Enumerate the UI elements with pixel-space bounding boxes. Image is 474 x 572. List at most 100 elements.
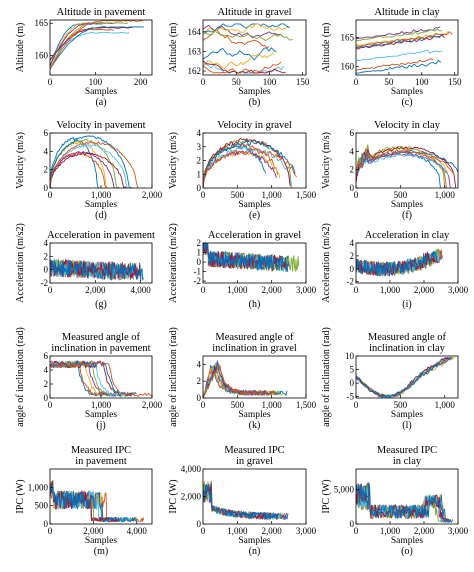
x-tick-label: 100 bbox=[89, 77, 103, 87]
panel-label: (j) bbox=[96, 420, 105, 431]
panel-label: (b) bbox=[249, 97, 261, 108]
panel-label: (m) bbox=[94, 546, 108, 557]
axes-frame bbox=[355, 468, 459, 525]
x-tick-label: 4,000 bbox=[131, 285, 152, 295]
panel-label: (h) bbox=[249, 299, 261, 310]
series-line bbox=[203, 365, 284, 398]
series-line bbox=[356, 482, 454, 523]
x-tick-label: 0 bbox=[354, 77, 359, 87]
y-tick-label: 4 bbox=[350, 238, 355, 248]
series-line bbox=[203, 63, 285, 74]
series-line bbox=[50, 259, 144, 281]
series-line bbox=[50, 144, 129, 188]
y-tick-label: 160 bbox=[341, 61, 355, 71]
y-tick-label: 4 bbox=[44, 365, 49, 375]
y-axis-label: IPC (W) bbox=[321, 479, 332, 513]
panel-a: 0 100 200 160 165 Altitude in pavement Altitud… bbox=[15, 7, 153, 108]
x-tick-label: 100 bbox=[415, 77, 429, 87]
y-axis-label: Acceleration (m/s2) bbox=[15, 223, 26, 303]
panel-label: (o) bbox=[401, 546, 413, 557]
panel-title: Measured IPC bbox=[377, 445, 437, 456]
panel-title: inclination in clay bbox=[369, 343, 446, 354]
series-line bbox=[203, 61, 282, 74]
series-group bbox=[50, 258, 144, 281]
x-tick-label: 1,000 bbox=[262, 190, 283, 200]
panel-c: 0 50 100 150 160 165 Altitude in clay Altitude … bbox=[321, 7, 462, 108]
y-axis-label: Velocity (m/s) bbox=[15, 132, 26, 189]
x-tick-label: 0 bbox=[354, 400, 359, 410]
panel-d: 0 1,000 2,000 0 2 4 6 Velocity in pavement Veloc… bbox=[15, 120, 163, 221]
series-line bbox=[356, 251, 438, 277]
panel-title: Altitude in clay bbox=[374, 7, 440, 18]
series-group bbox=[50, 135, 139, 188]
series-line bbox=[50, 151, 116, 188]
panel-j: 0 1,000 2,000 0 2 4 6 Measured angle ofinclinat… bbox=[15, 327, 163, 431]
series-line bbox=[203, 140, 296, 186]
y-tick-label: 0 bbox=[197, 393, 202, 403]
panel-title: inclination in pavement bbox=[51, 343, 150, 354]
y-tick-label: 4 bbox=[350, 146, 355, 156]
axes-frame bbox=[355, 242, 459, 284]
y-tick-label: -2 bbox=[41, 278, 49, 288]
series-line bbox=[203, 138, 291, 186]
y-tick-label: 2 bbox=[197, 376, 202, 386]
x-tick-label: 0 bbox=[48, 77, 53, 87]
y-tick-label: 164 bbox=[188, 27, 202, 37]
series-line bbox=[50, 26, 133, 61]
y-tick-label: 4 bbox=[44, 238, 49, 248]
y-tick-label: 4 bbox=[197, 128, 202, 138]
panel-label: (i) bbox=[402, 299, 411, 310]
panel-title: Velocity in clay bbox=[374, 120, 441, 131]
y-tick-label: 2 bbox=[350, 251, 355, 261]
series-line bbox=[203, 30, 293, 41]
series-line bbox=[203, 47, 277, 61]
y-tick-label: 2 bbox=[44, 379, 49, 389]
y-tick-label: -5 bbox=[347, 392, 355, 402]
series-line bbox=[203, 243, 289, 272]
x-tick-label: 1,000 bbox=[227, 526, 248, 536]
series-line bbox=[203, 52, 275, 69]
x-tick-label: 2,000 bbox=[414, 526, 435, 536]
x-tick-label: 0 bbox=[48, 400, 53, 410]
x-tick-label: 0 bbox=[354, 285, 359, 295]
y-tick-label: 0 bbox=[44, 393, 49, 403]
series-line bbox=[50, 139, 120, 188]
y-tick-label: 1 bbox=[197, 169, 202, 179]
series-line bbox=[356, 58, 434, 71]
x-tick-label: 3,000 bbox=[296, 526, 317, 536]
x-tick-label: 4,000 bbox=[127, 526, 148, 536]
series-line bbox=[203, 23, 290, 33]
x-tick-label: 200 bbox=[134, 77, 148, 87]
x-tick-label: 1,000 bbox=[227, 285, 248, 295]
y-tick-label: 2 bbox=[44, 165, 49, 175]
x-axis-label: Samples bbox=[85, 87, 117, 97]
panel-n: 0 1,000 2,000 3,000 0 2,000 4,000 Measured IPCi… bbox=[168, 445, 317, 557]
y-axis-label: angle of inclination (rad) bbox=[15, 327, 26, 427]
x-tick-label: 1,000 bbox=[91, 400, 112, 410]
x-axis-label: Samples bbox=[238, 87, 270, 97]
series-line bbox=[50, 135, 133, 188]
y-axis-label: IPC (W) bbox=[168, 479, 179, 513]
panel-title: inclination in gravel bbox=[212, 343, 297, 354]
axes-frame bbox=[202, 355, 307, 399]
y-tick-label: 4,000 bbox=[181, 464, 202, 474]
y-tick-label: 6 bbox=[44, 128, 49, 138]
x-tick-label: 0 bbox=[48, 285, 53, 295]
x-tick-label: 1,000 bbox=[435, 190, 456, 200]
x-tick-label: 500 bbox=[394, 190, 408, 200]
series-line bbox=[356, 59, 442, 74]
series-line bbox=[50, 26, 145, 69]
y-tick-label: 1,000 bbox=[28, 482, 49, 492]
panel-title: Velocity in pavement bbox=[56, 120, 145, 131]
axes-frame bbox=[355, 355, 459, 399]
panel-title: Measured IPC bbox=[71, 445, 131, 456]
x-tick-label: 500 bbox=[394, 400, 408, 410]
panel-label: (d) bbox=[95, 210, 107, 221]
series-line bbox=[203, 147, 297, 188]
y-tick-label: 0 bbox=[44, 183, 49, 193]
y-tick-label: 4 bbox=[197, 359, 202, 369]
y-axis-label: Acceleration (m/s2) bbox=[321, 223, 332, 303]
x-axis-label: Samples bbox=[85, 200, 117, 210]
